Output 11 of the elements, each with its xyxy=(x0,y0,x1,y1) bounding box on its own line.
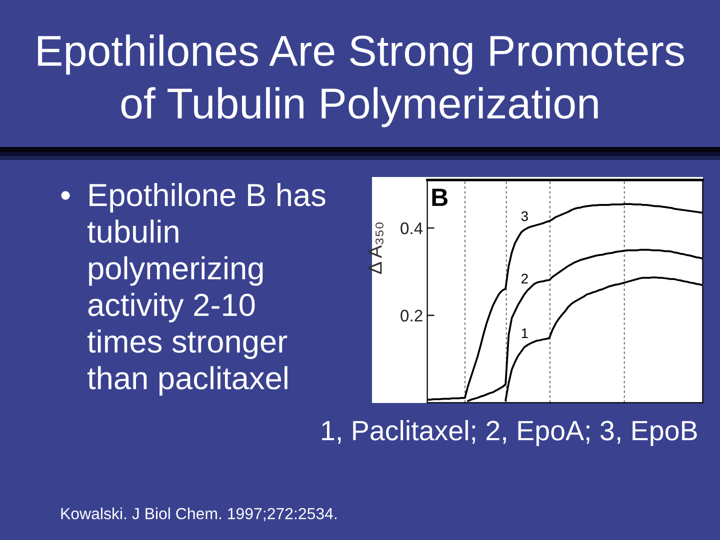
series-label: 2 xyxy=(522,274,528,284)
text: 1, Paclitaxel; 2, EpoA; 3, EpoB xyxy=(322,420,697,446)
text: • Epothilone B has tubulin polymerizing activity 2-10 times stronger than paclitaxel xyxy=(61,183,326,396)
y-axis-title: Δ A₃₅₀ xyxy=(368,222,384,274)
annotation: B xyxy=(432,188,448,206)
chart-title: Epothilones Are Strong Promoters of Tubulin Polymerization xyxy=(38,34,684,128)
text: Kowalski. J Biol Chem. 1997;272:2534. xyxy=(61,508,336,522)
y-tick-label: 0.4 xyxy=(400,222,423,234)
series-label: 3 xyxy=(521,211,528,222)
y-tick-label: 0.2 xyxy=(400,310,422,322)
series-label: 1 xyxy=(522,328,528,338)
